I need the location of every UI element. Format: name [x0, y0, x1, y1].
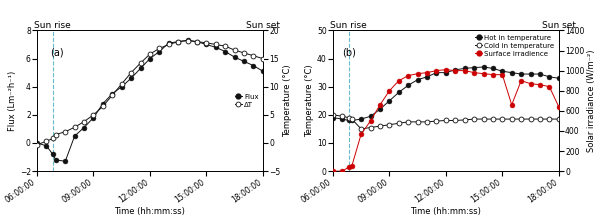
Text: Sun set: Sun set — [246, 21, 280, 30]
X-axis label: Time (hh:mm:ss): Time (hh:mm:ss) — [115, 207, 185, 216]
Text: (a): (a) — [50, 47, 64, 57]
Y-axis label: Flux (Lm⁻²h⁻¹): Flux (Lm⁻²h⁻¹) — [8, 71, 17, 131]
Y-axis label: Temperature (°C): Temperature (°C) — [283, 64, 292, 137]
Y-axis label: Solar irradiance (W/m⁻²): Solar irradiance (W/m⁻²) — [587, 50, 596, 152]
Text: Sun rise: Sun rise — [34, 21, 71, 30]
Legend: Flux, ΔT: Flux, ΔT — [235, 93, 259, 108]
Y-axis label: Temperature (°C): Temperature (°C) — [305, 64, 314, 137]
X-axis label: Time (hh:mm:ss): Time (hh:mm:ss) — [410, 207, 481, 216]
Text: Sun rise: Sun rise — [330, 21, 367, 30]
Text: (b): (b) — [342, 47, 356, 57]
Text: Sun set: Sun set — [542, 21, 576, 30]
Legend: Hot in temperature, Cold in temperature, Surface irradience: Hot in temperature, Cold in temperature,… — [475, 34, 556, 57]
